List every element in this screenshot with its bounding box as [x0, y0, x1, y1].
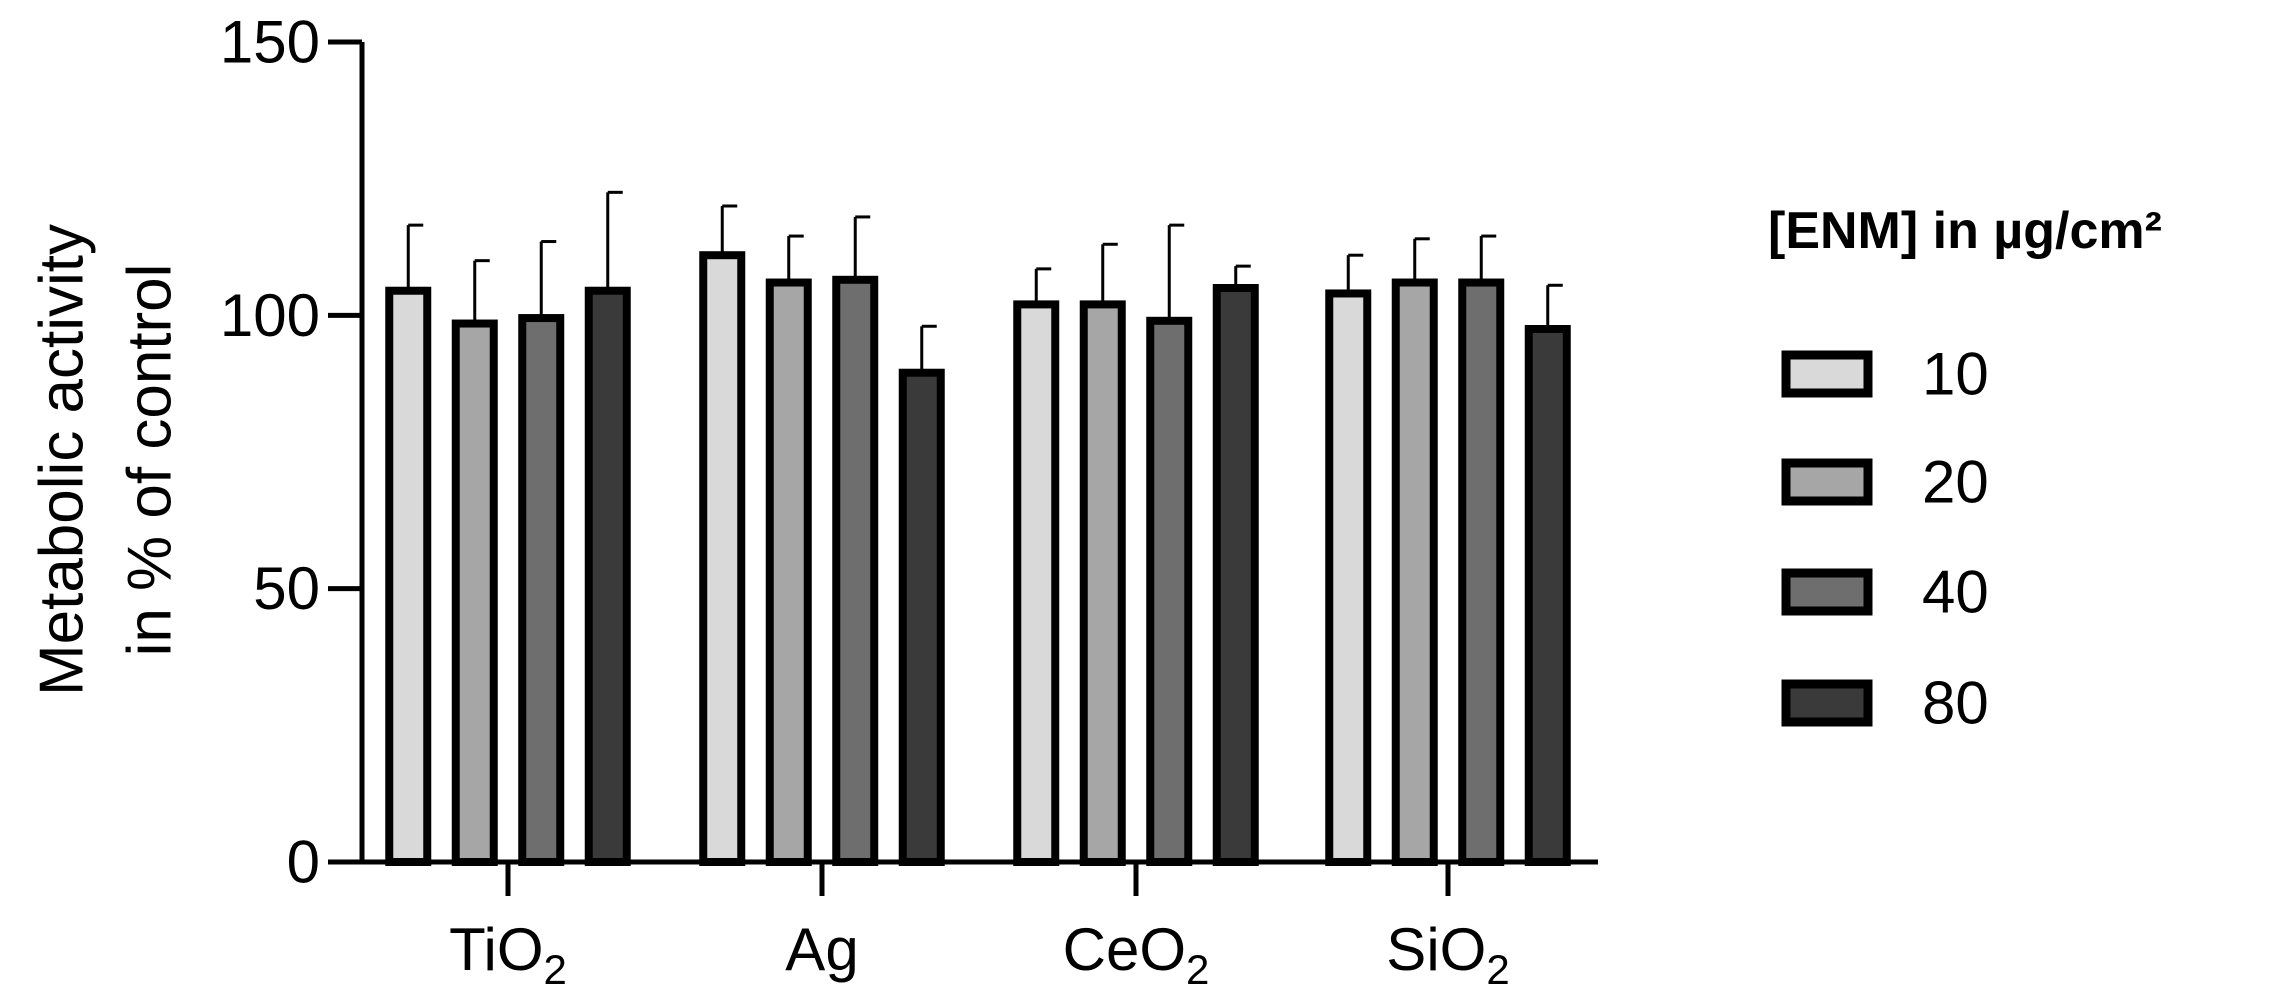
bar [584, 286, 631, 866]
legend-label: 10 [1922, 341, 1989, 408]
legend-swatch [1781, 568, 1873, 616]
bar [1212, 284, 1259, 866]
bar [1079, 300, 1126, 866]
bar [898, 368, 945, 866]
bar [1146, 316, 1193, 866]
y-tick-label: 100 [220, 282, 320, 349]
bar [832, 275, 879, 866]
legend: [ENM] in µg/cm² 10 20 40 80 [1768, 202, 2162, 737]
bar [451, 319, 498, 866]
bar [518, 314, 565, 867]
x-tick-label: SiO2 [1386, 916, 1509, 993]
x-tick-label: CeO2 [1063, 916, 1210, 993]
bar [699, 251, 746, 866]
bar [765, 278, 812, 866]
x-tick-label: Ag [785, 916, 858, 983]
y-axis-title: Metabolic activity in % of control [28, 224, 185, 696]
x-tick-label: TiO2 [449, 916, 567, 993]
y-tick-label: 50 [253, 555, 320, 622]
legend-label: 40 [1922, 559, 1989, 626]
bar-series-group [385, 190, 1571, 867]
legend-title: [ENM] in µg/cm² [1768, 202, 2162, 260]
legend-swatch [1781, 458, 1873, 506]
legend-swatch [1781, 679, 1873, 727]
bar [1458, 278, 1505, 866]
y-axis-title-line: Metabolic activity [28, 224, 97, 696]
legend-swatch [1781, 350, 1873, 398]
x-axis: TiO2 Ag CeO2 SiO2 [360, 859, 1598, 993]
y-axis: 0 50 100 150 [220, 9, 365, 896]
bar [1013, 300, 1060, 866]
bar [1391, 278, 1438, 866]
y-tick-label: 0 [287, 829, 320, 896]
bar [1325, 289, 1372, 866]
legend-label: 20 [1922, 449, 1989, 516]
bar [385, 286, 432, 866]
bar [1524, 325, 1571, 866]
y-tick-label: 150 [220, 9, 320, 76]
y-axis-title-line: in % of control [116, 264, 185, 657]
legend-label: 80 [1922, 670, 1989, 737]
